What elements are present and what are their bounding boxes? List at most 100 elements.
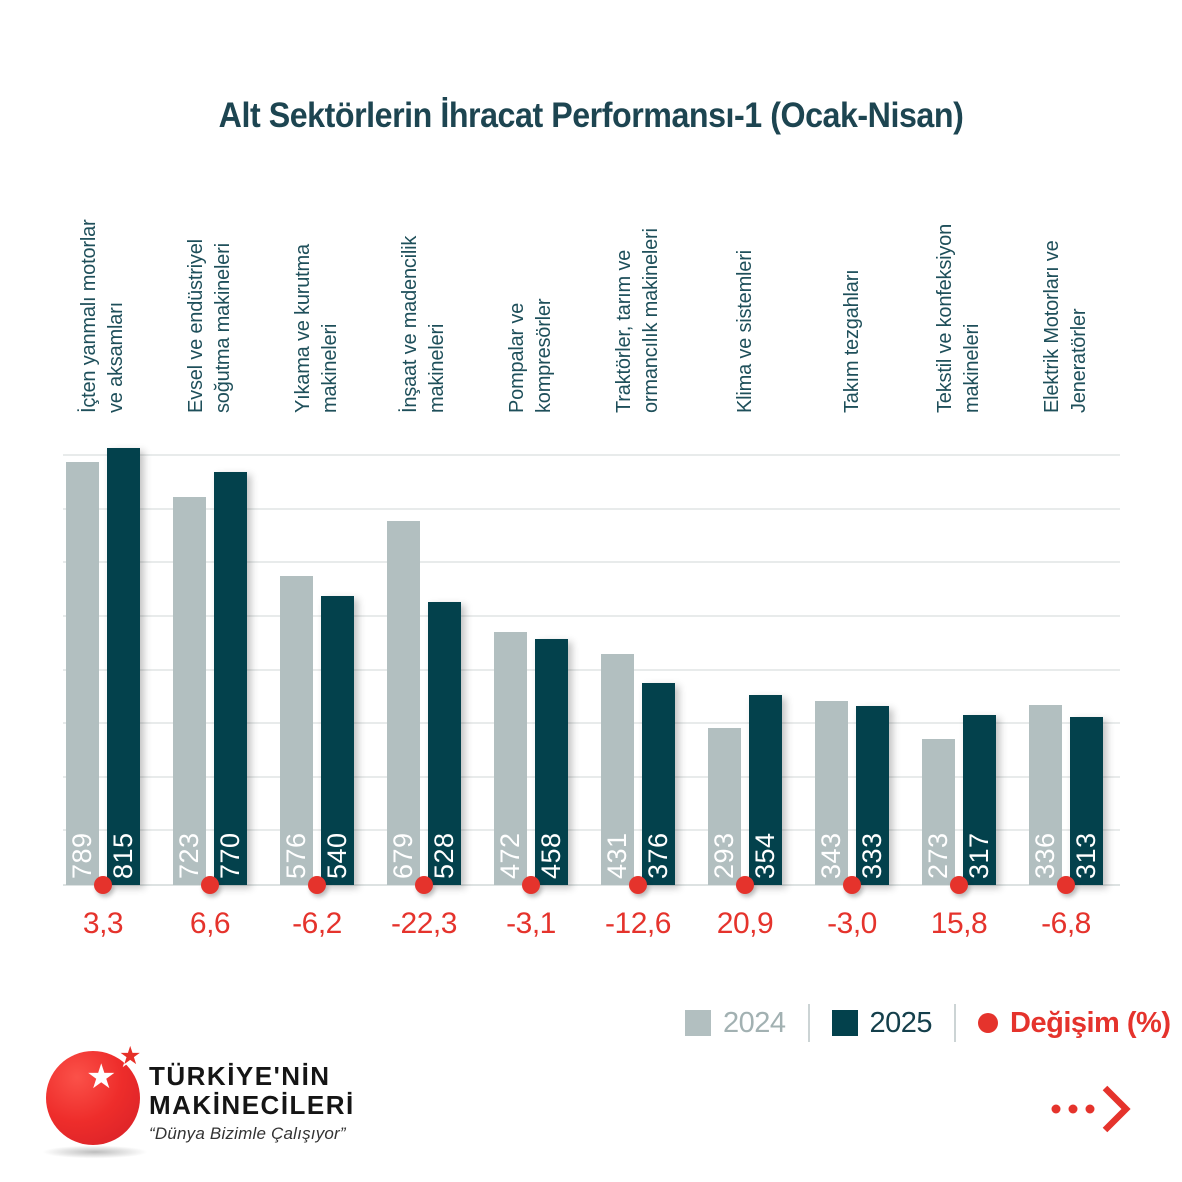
bar-value-label: 354 <box>750 832 780 879</box>
bar-value-label: 313 <box>1071 832 1101 879</box>
bar-2024: 576 <box>280 576 313 885</box>
bar-value-label: 472 <box>495 832 525 879</box>
legend-divider <box>954 1004 957 1042</box>
bar-value-label: 431 <box>602 832 632 879</box>
bar-value-label: 576 <box>281 832 311 879</box>
change-dot-icon <box>629 876 647 894</box>
bar-value-label: 789 <box>67 832 97 879</box>
legend-swatch-2025 <box>831 1010 858 1036</box>
chart-title: Alt Sektörlerin İhracat Performansı-1 (O… <box>218 96 964 135</box>
more-arrow-icon <box>1051 1085 1131 1133</box>
change-percent-label: 6,6 <box>189 907 231 940</box>
legend-swatch-2024 <box>685 1010 711 1036</box>
bar-value-label: 540 <box>322 832 352 879</box>
bar-value-label: 679 <box>388 832 418 879</box>
bar-2024: 679 <box>387 521 420 885</box>
legend-label-2024: 2024 <box>723 1006 786 1039</box>
category-label: Pompalar ve kompresörler <box>506 298 555 413</box>
category-label: Takım tezgahları <box>840 269 863 413</box>
bar-2024: 336 <box>1029 705 1062 885</box>
change-dot-icon <box>94 876 112 894</box>
gridline <box>63 507 1120 510</box>
change-percent-label: -3,1 <box>506 907 556 940</box>
category-label: İçten yanmalı motorlar ve aksamları <box>78 219 127 413</box>
bar-2025: 528 <box>428 602 461 885</box>
category-label: Traktörler, tarım ve ormancılık makineler… <box>613 228 662 413</box>
logo-line1: TÜRKİYE'NİN <box>149 1061 331 1091</box>
gridline <box>63 614 1120 617</box>
bar-2025: 376 <box>642 683 675 885</box>
bar-2025: 317 <box>963 715 996 885</box>
category-label: Klima ve sistemleri <box>733 250 756 413</box>
bar-2025: 540 <box>321 596 354 885</box>
category-label: Tekstil ve konfeksiyon makineleri <box>934 223 983 413</box>
bar-value-label: 815 <box>108 832 138 879</box>
gridline <box>63 668 1120 671</box>
bar-groups: İçten yanmalı motorlar ve aksamları 789 815… <box>63 220 1120 940</box>
gridline <box>63 829 1120 832</box>
change-dot-icon <box>843 876 861 894</box>
bar-2025: 333 <box>856 706 889 885</box>
gridline <box>63 454 1120 457</box>
x-axis-line <box>63 884 1120 886</box>
legend-divider <box>807 1004 810 1042</box>
bar-value-label: 333 <box>857 832 887 879</box>
gridline <box>63 775 1120 778</box>
legend-change-dot-icon <box>978 1013 999 1033</box>
legend-label-change: Değişim (%) <box>1010 1006 1171 1039</box>
logo-tagline: “Dünya Bizimle Çalışıyor” <box>149 1124 346 1143</box>
bar-2024: 472 <box>494 632 527 885</box>
category-label: Elektrik Motorları ve Jeneratörler <box>1041 240 1090 413</box>
legend: 2024 2025 Değişim (%) <box>685 1002 1171 1044</box>
star-icon: ★ <box>86 1058 117 1096</box>
change-percent-label: 3,3 <box>82 907 124 940</box>
gridlines <box>63 424 1120 886</box>
bar-value-label: 273 <box>923 832 953 879</box>
bar-value-label: 770 <box>215 832 245 879</box>
change-dot-icon <box>201 876 219 894</box>
change-percent-label: 15,8 <box>930 907 988 940</box>
bar-value-label: 293 <box>709 832 739 879</box>
logo-red-sphere <box>46 1051 140 1145</box>
bar-value-label: 317 <box>964 832 994 879</box>
bar-2024: 789 <box>66 462 99 885</box>
bar-2025: 313 <box>1070 717 1103 885</box>
brand-logo: ★ ★ ★ TÜRKİYE'NİN MAKİNECİLERİ “Dünya Bi… <box>0 1040 480 1170</box>
change-dot-icon <box>415 876 433 894</box>
bar-2025: 815 <box>107 448 140 885</box>
change-percent-label: -6,8 <box>1041 907 1091 940</box>
bar-2024: 273 <box>922 739 955 885</box>
gridline <box>63 561 1120 564</box>
bar-value-label: 376 <box>643 832 673 879</box>
star-icon: ★ <box>119 1042 142 1070</box>
bar-2024: 343 <box>815 701 848 885</box>
change-percent-label: -22,3 <box>391 907 457 940</box>
category-label: Evsel ve endüstriyel soğutma makineleri <box>185 239 234 413</box>
bar-value-label: 336 <box>1030 832 1060 879</box>
bar-value-label: 343 <box>816 832 846 879</box>
bar-2024: 723 <box>173 497 206 885</box>
change-percent-label: -6,2 <box>292 907 342 940</box>
bar-2025: 770 <box>214 472 247 885</box>
gridline <box>63 722 1120 725</box>
star-outline-icon: ★ <box>116 1038 145 1074</box>
change-dot-icon <box>308 876 326 894</box>
category-label: İnşaat ve madencilik makineleri <box>399 235 448 413</box>
change-dot-icon <box>1057 876 1075 894</box>
logo-line2: MAKİNECİLERİ <box>149 1090 355 1120</box>
bar-2025: 354 <box>749 695 782 885</box>
bar-2024: 293 <box>708 728 741 885</box>
logo-shadow <box>38 1145 152 1159</box>
change-dot-icon <box>522 876 540 894</box>
change-dot-icon <box>736 876 754 894</box>
bar-value-label: 528 <box>429 832 459 879</box>
legend-label-2025: 2025 <box>869 1006 933 1039</box>
bar-value-label: 458 <box>536 832 566 879</box>
change-dot-icon <box>950 876 968 894</box>
bar-2025: 458 <box>535 639 568 885</box>
bar-2024: 431 <box>601 654 634 885</box>
change-percent-label: -3,0 <box>827 907 877 940</box>
bar-chart: İçten yanmalı motorlar ve aksamları 789 815… <box>63 220 1120 940</box>
change-percent-label: -12,6 <box>605 907 671 940</box>
